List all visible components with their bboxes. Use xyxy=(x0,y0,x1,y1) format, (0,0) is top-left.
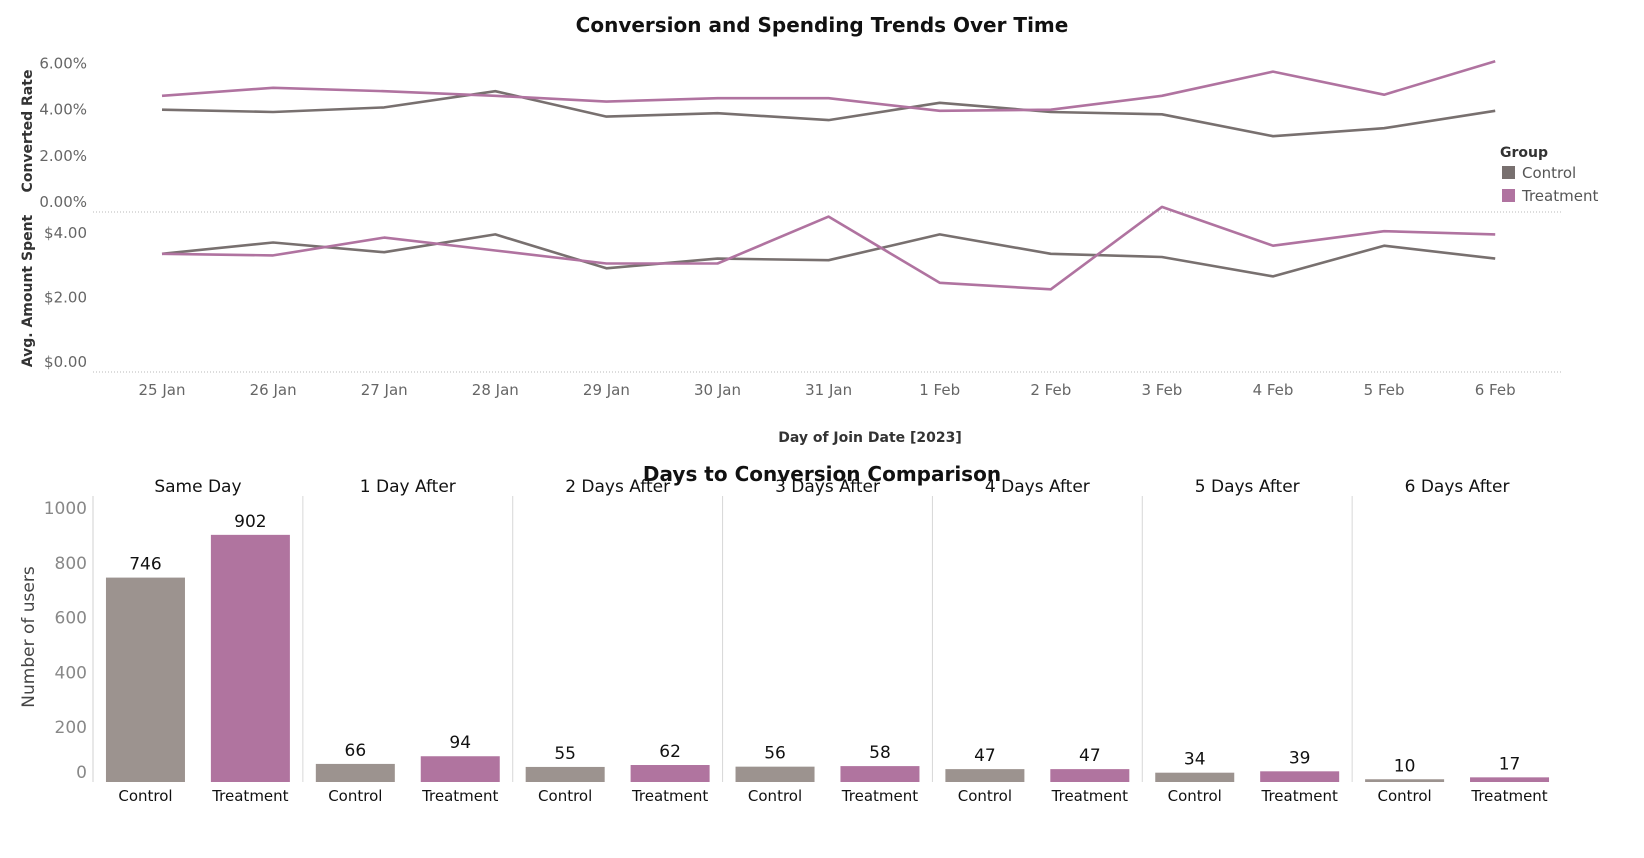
line-panel-2-y-tick-4-00: $4.00 xyxy=(44,224,87,242)
bar-category-label-1-day-after-control: Control xyxy=(328,787,382,805)
bar-panel-label-2-days-after: 2 Days After xyxy=(565,477,670,497)
bar-3-days-after-treatment xyxy=(840,766,919,782)
line-panel-2-series-treatment xyxy=(162,207,1495,289)
bar-y-axis-title: Number of users xyxy=(19,566,39,708)
bar-6-days-after-control xyxy=(1365,779,1444,782)
bar-value-label-3-days-after-control: 56 xyxy=(764,744,786,764)
bar-y-tick-400: 400 xyxy=(55,663,87,683)
bar-category-label-6-days-after-treatment: Treatment xyxy=(1470,787,1547,805)
bar-category-label-5-days-after-control: Control xyxy=(1168,787,1222,805)
bar-value-label-2-days-after-treatment: 62 xyxy=(659,742,681,762)
bar-value-label-1-day-after-treatment: 94 xyxy=(449,733,471,753)
bar-1-day-after-treatment xyxy=(421,756,500,782)
line-chart-x-axis-title: Day of Join Date [2023] xyxy=(778,430,962,446)
bar-category-label-4-days-after-treatment: Treatment xyxy=(1051,787,1128,805)
bar-category-label-same-day-treatment: Treatment xyxy=(211,787,288,805)
line-x-tick-30-jan: 30 Jan xyxy=(694,381,741,399)
bar-category-label-2-days-after-treatment: Treatment xyxy=(631,787,708,805)
legend-label-treatment: Treatment xyxy=(1521,187,1598,205)
bar-5-days-after-treatment xyxy=(1260,771,1339,782)
line-x-tick-4-feb: 4 Feb xyxy=(1253,381,1294,399)
line-x-tick-26-jan: 26 Jan xyxy=(250,381,297,399)
bar-same-day-treatment xyxy=(211,535,290,782)
line-x-tick-2-feb: 2 Feb xyxy=(1030,381,1071,399)
line-x-tick-27-jan: 27 Jan xyxy=(361,381,408,399)
bar-panel-label-5-days-after: 5 Days After xyxy=(1195,477,1300,497)
line-panel-2-y-tick-0-00: $0.00 xyxy=(44,353,87,371)
bar-value-label-6-days-after-treatment: 17 xyxy=(1499,754,1521,774)
bar-value-label-3-days-after-treatment: 58 xyxy=(869,743,891,763)
bar-4-days-after-treatment xyxy=(1050,769,1129,782)
bar-y-tick-800: 800 xyxy=(55,554,87,574)
bar-panel-label-3-days-after: 3 Days After xyxy=(775,477,880,497)
legend-label-control: Control xyxy=(1522,164,1576,182)
line-x-tick-28-jan: 28 Jan xyxy=(472,381,519,399)
bar-category-label-4-days-after-control: Control xyxy=(958,787,1012,805)
bar-1-day-after-control xyxy=(316,764,395,782)
line-panel-1-y-tick-0-00: 0.00% xyxy=(39,193,87,211)
bar-2-days-after-treatment xyxy=(631,765,710,782)
bar-same-day-control xyxy=(106,578,185,782)
bar-value-label-same-day-control: 746 xyxy=(129,555,161,575)
legend: Group Control Treatment xyxy=(1500,145,1598,205)
line-panel-1-series-treatment xyxy=(162,61,1495,111)
bar-value-label-5-days-after-treatment: 39 xyxy=(1289,748,1311,768)
bar-panel-label-6-days-after: 6 Days After xyxy=(1405,477,1510,497)
bar-y-tick-1000: 1000 xyxy=(44,499,87,519)
bar-y-tick-0: 0 xyxy=(76,763,87,783)
line-chart-title: Conversion and Spending Trends Over Time xyxy=(576,13,1069,37)
line-x-tick-25-jan: 25 Jan xyxy=(139,381,186,399)
bar-6-days-after-treatment xyxy=(1470,777,1549,782)
legend-swatch-treatment xyxy=(1502,189,1515,202)
line-x-tick-5-feb: 5 Feb xyxy=(1364,381,1405,399)
line-x-tick-29-jan: 29 Jan xyxy=(583,381,630,399)
line-panel-2-y-tick-2-00: $2.00 xyxy=(44,288,87,306)
bar-category-label-6-days-after-control: Control xyxy=(1377,787,1431,805)
line-panel-1-y-tick-2-00: 2.00% xyxy=(39,147,87,165)
bar-value-label-1-day-after-control: 66 xyxy=(345,741,367,761)
bar-category-label-2-days-after-control: Control xyxy=(538,787,592,805)
line-x-tick-3-feb: 3 Feb xyxy=(1141,381,1182,399)
bar-value-label-6-days-after-control: 10 xyxy=(1394,756,1416,776)
line-panel-1-y-tick-6-00: 6.00% xyxy=(39,55,87,73)
bar-category-label-5-days-after-treatment: Treatment xyxy=(1261,787,1338,805)
line-panel-1-y-axis-title: Converted Rate xyxy=(20,70,36,193)
bar-value-label-2-days-after-control: 55 xyxy=(554,744,576,764)
bar-category-label-3-days-after-treatment: Treatment xyxy=(841,787,918,805)
bar-4-days-after-control xyxy=(945,769,1024,782)
bar-category-label-same-day-control: Control xyxy=(118,787,172,805)
bar-category-label-1-day-after-treatment: Treatment xyxy=(421,787,498,805)
bar-value-label-5-days-after-control: 34 xyxy=(1184,750,1206,770)
bar-category-label-3-days-after-control: Control xyxy=(748,787,802,805)
bar-panel-label-1-day-after: 1 Day After xyxy=(360,477,456,497)
line-panel-1-y-tick-4-00: 4.00% xyxy=(39,101,87,119)
bar-chart-layer: Number of users 0 200 400 600 800 1000 Same Day… xyxy=(19,477,1549,805)
line-panel-2-y-axis-title: Avg. Amount Spent xyxy=(20,214,36,367)
legend-title: Group xyxy=(1500,145,1548,161)
bar-panel-label-4-days-after: 4 Days After xyxy=(985,477,1090,497)
bar-value-label-4-days-after-treatment: 47 xyxy=(1079,746,1101,766)
line-x-tick-1-feb: 1 Feb xyxy=(919,381,960,399)
bar-value-label-4-days-after-control: 47 xyxy=(974,746,996,766)
bar-y-tick-200: 200 xyxy=(55,718,87,738)
bar-2-days-after-control xyxy=(526,767,605,782)
bar-value-label-same-day-treatment: 902 xyxy=(234,512,266,532)
bar-panel-label-same-day: Same Day xyxy=(154,477,241,497)
line-x-tick-31-jan: 31 Jan xyxy=(805,381,852,399)
bar-3-days-after-control xyxy=(736,767,815,782)
legend-swatch-control xyxy=(1502,166,1515,179)
bar-5-days-after-control xyxy=(1155,773,1234,782)
line-x-tick-6-feb: 6 Feb xyxy=(1475,381,1516,399)
bar-y-tick-600: 600 xyxy=(55,609,87,629)
